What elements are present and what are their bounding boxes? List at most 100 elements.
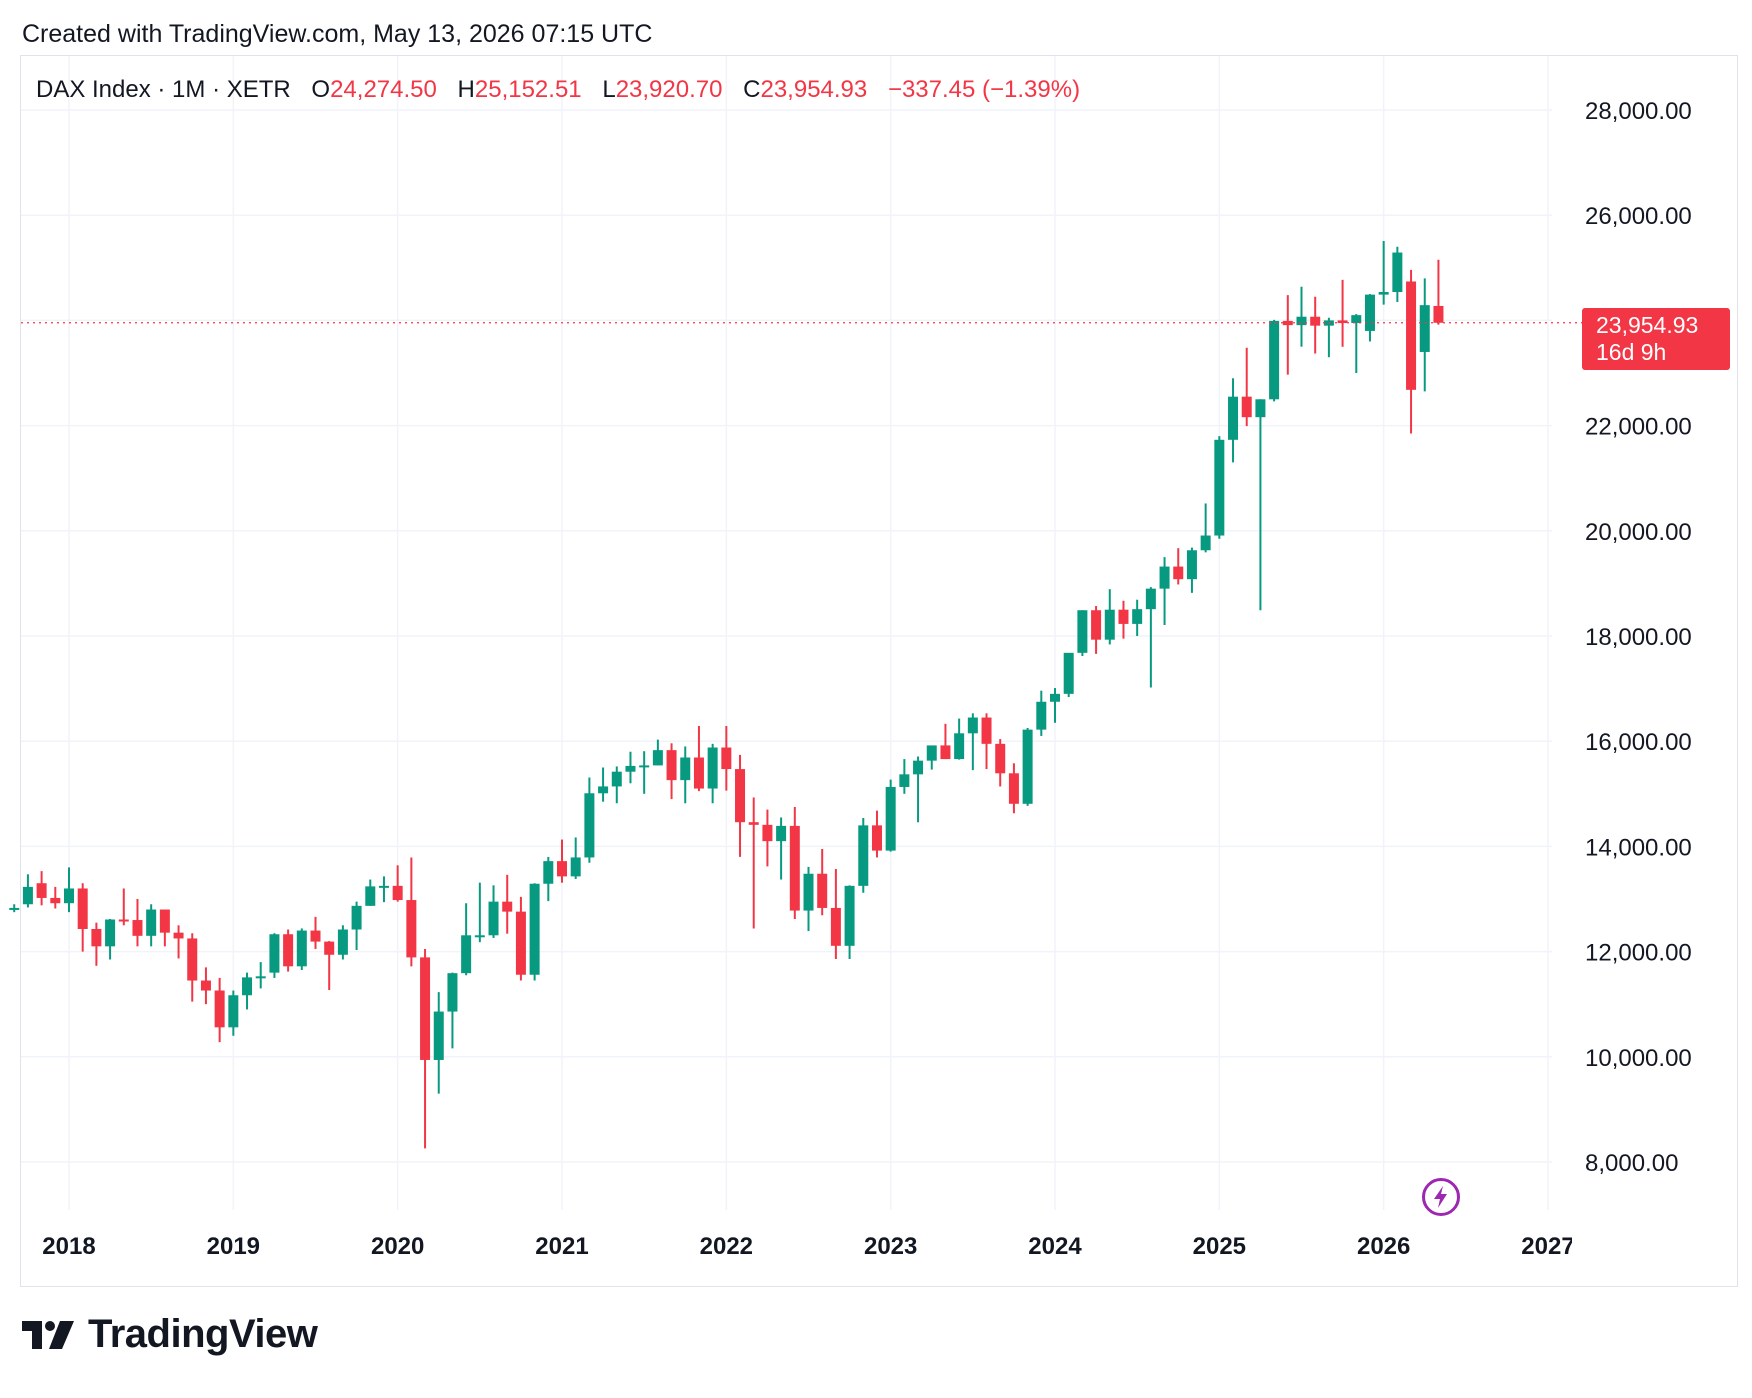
candle[interactable] xyxy=(762,809,773,867)
candle[interactable] xyxy=(420,948,431,1149)
candle[interactable] xyxy=(22,874,33,908)
candle[interactable] xyxy=(1008,763,1019,814)
candle[interactable] xyxy=(1063,652,1074,698)
candle[interactable] xyxy=(1269,319,1280,402)
candle[interactable] xyxy=(776,817,787,880)
candle[interactable] xyxy=(680,746,691,804)
candle[interactable] xyxy=(1022,728,1033,806)
candle[interactable] xyxy=(1077,610,1088,656)
candle[interactable] xyxy=(118,888,129,926)
candle[interactable] xyxy=(1406,269,1417,434)
candle[interactable] xyxy=(64,867,74,913)
candle[interactable] xyxy=(981,713,992,770)
candle[interactable] xyxy=(611,766,622,804)
candle[interactable] xyxy=(392,865,403,902)
candle[interactable] xyxy=(433,992,444,1094)
candle[interactable] xyxy=(584,777,595,863)
candle[interactable] xyxy=(967,713,978,771)
candle[interactable] xyxy=(406,857,417,967)
candle[interactable] xyxy=(214,977,225,1043)
candle[interactable] xyxy=(529,883,540,981)
candle[interactable] xyxy=(132,899,143,947)
candle[interactable] xyxy=(789,806,800,919)
candle[interactable] xyxy=(1200,503,1211,553)
candle[interactable] xyxy=(1323,317,1334,358)
candle[interactable] xyxy=(543,856,554,902)
lightning-bolt-icon[interactable] xyxy=(1422,1178,1460,1216)
candle[interactable] xyxy=(817,849,828,916)
candle[interactable] xyxy=(365,879,376,906)
candle[interactable] xyxy=(844,885,855,959)
candle[interactable] xyxy=(926,745,937,770)
candle[interactable] xyxy=(1036,690,1047,736)
candle[interactable] xyxy=(1091,606,1102,654)
candle[interactable] xyxy=(310,916,321,949)
candle[interactable] xyxy=(502,874,513,934)
candle[interactable] xyxy=(1186,547,1197,593)
candle[interactable] xyxy=(228,990,239,1036)
candle[interactable] xyxy=(1050,688,1060,723)
candle[interactable] xyxy=(77,883,88,952)
candle[interactable] xyxy=(1214,436,1225,539)
candle[interactable] xyxy=(721,725,732,791)
candle[interactable] xyxy=(337,925,348,960)
candle[interactable] xyxy=(283,929,294,972)
candle[interactable] xyxy=(105,918,116,960)
candle[interactable] xyxy=(91,922,102,966)
candle[interactable] xyxy=(1419,278,1430,392)
candle[interactable] xyxy=(9,904,20,913)
candle[interactable] xyxy=(1118,600,1129,639)
candle[interactable] xyxy=(954,718,965,760)
candle[interactable] xyxy=(625,751,636,784)
candle[interactable] xyxy=(1364,294,1375,342)
candle[interactable] xyxy=(324,941,335,990)
candle[interactable] xyxy=(830,869,841,959)
candle[interactable] xyxy=(461,903,472,976)
candle[interactable] xyxy=(1255,399,1266,611)
candle[interactable] xyxy=(296,928,307,971)
candle[interactable] xyxy=(1228,378,1239,463)
candle[interactable] xyxy=(378,876,389,903)
candle[interactable] xyxy=(707,743,718,804)
candle[interactable] xyxy=(1337,279,1348,347)
candle[interactable] xyxy=(447,972,458,1049)
candle[interactable] xyxy=(899,759,910,794)
candle[interactable] xyxy=(735,754,746,857)
candle[interactable] xyxy=(50,886,61,909)
candle[interactable] xyxy=(913,756,924,823)
candle[interactable] xyxy=(488,885,499,938)
candle[interactable] xyxy=(242,972,253,1010)
candle[interactable] xyxy=(666,743,677,800)
candle[interactable] xyxy=(1282,295,1293,375)
candle[interactable] xyxy=(1310,296,1321,354)
candle[interactable] xyxy=(173,925,184,959)
candle[interactable] xyxy=(1433,259,1444,325)
candle[interactable] xyxy=(885,779,896,852)
candle[interactable] xyxy=(940,723,951,760)
candle[interactable] xyxy=(1378,240,1389,305)
candle[interactable] xyxy=(1145,587,1156,688)
chart-frame[interactable] xyxy=(20,55,1738,1287)
candle[interactable] xyxy=(255,962,266,989)
candle[interactable] xyxy=(269,933,280,978)
candle[interactable] xyxy=(200,967,211,1005)
candle[interactable] xyxy=(1392,246,1403,302)
candle[interactable] xyxy=(515,896,526,981)
candle[interactable] xyxy=(803,866,814,932)
candle[interactable] xyxy=(159,909,170,947)
candle[interactable] xyxy=(871,810,882,858)
candle[interactable] xyxy=(995,739,1006,787)
candle[interactable] xyxy=(1159,557,1170,625)
candle[interactable] xyxy=(36,871,47,906)
candle[interactable] xyxy=(557,839,567,883)
candle[interactable] xyxy=(187,933,198,1002)
brand[interactable]: TradingView xyxy=(22,1312,318,1357)
candle[interactable] xyxy=(652,739,663,766)
candle[interactable] xyxy=(1241,347,1252,427)
candle[interactable] xyxy=(598,767,609,802)
candle[interactable] xyxy=(1104,589,1115,645)
candle[interactable] xyxy=(146,904,157,947)
candle[interactable] xyxy=(858,817,869,893)
candle[interactable] xyxy=(351,901,362,951)
